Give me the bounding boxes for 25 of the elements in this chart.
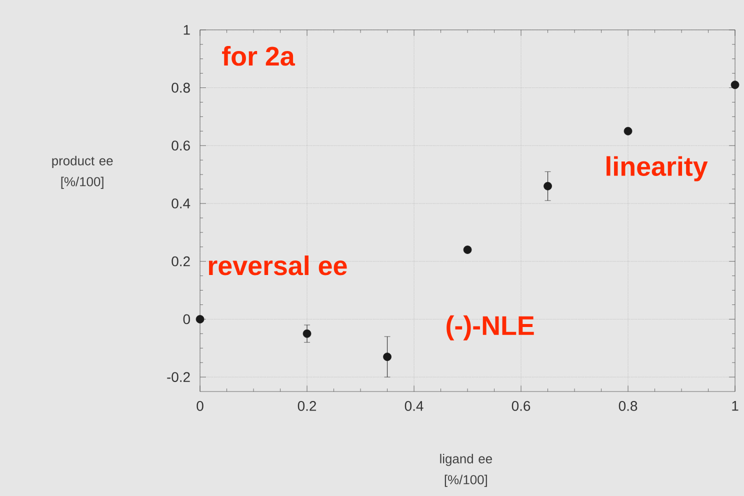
y-axis-title: product ee [%/100] — [52, 156, 113, 189]
point — [624, 126, 632, 136]
x-tick-label: 0.6 — [512, 400, 530, 411]
point — [302, 329, 312, 338]
point — [383, 352, 392, 361]
y-tick-label: -0.2 — [167, 372, 190, 382]
point — [463, 246, 472, 254]
y-tick-label: 0.2 — [172, 256, 190, 266]
annotation: reversal ee — [208, 255, 347, 276]
y-tick-label: 0.6 — [172, 140, 190, 150]
annotation: (-)-NLE — [446, 315, 534, 340]
annotation: linearity — [606, 156, 708, 182]
x-axis-title: ligand ee [%/100] — [440, 454, 492, 487]
point — [544, 182, 552, 190]
x-tick-label: 0.2 — [298, 400, 316, 411]
y-tick-label: 0.4 — [172, 198, 190, 208]
x-tick-label: 0 — [196, 400, 204, 411]
x-tick-label: 0.4 — [404, 400, 424, 411]
y-tick-label: 0.8 — [172, 82, 190, 93]
y-tick-label: 1 — [184, 25, 190, 35]
annotation: for 2a — [222, 46, 296, 66]
x-tick-label: 0.8 — [618, 400, 638, 411]
point — [196, 314, 204, 324]
y-tick-label: 0 — [183, 314, 190, 324]
x-tick-label: 1 — [732, 400, 738, 411]
